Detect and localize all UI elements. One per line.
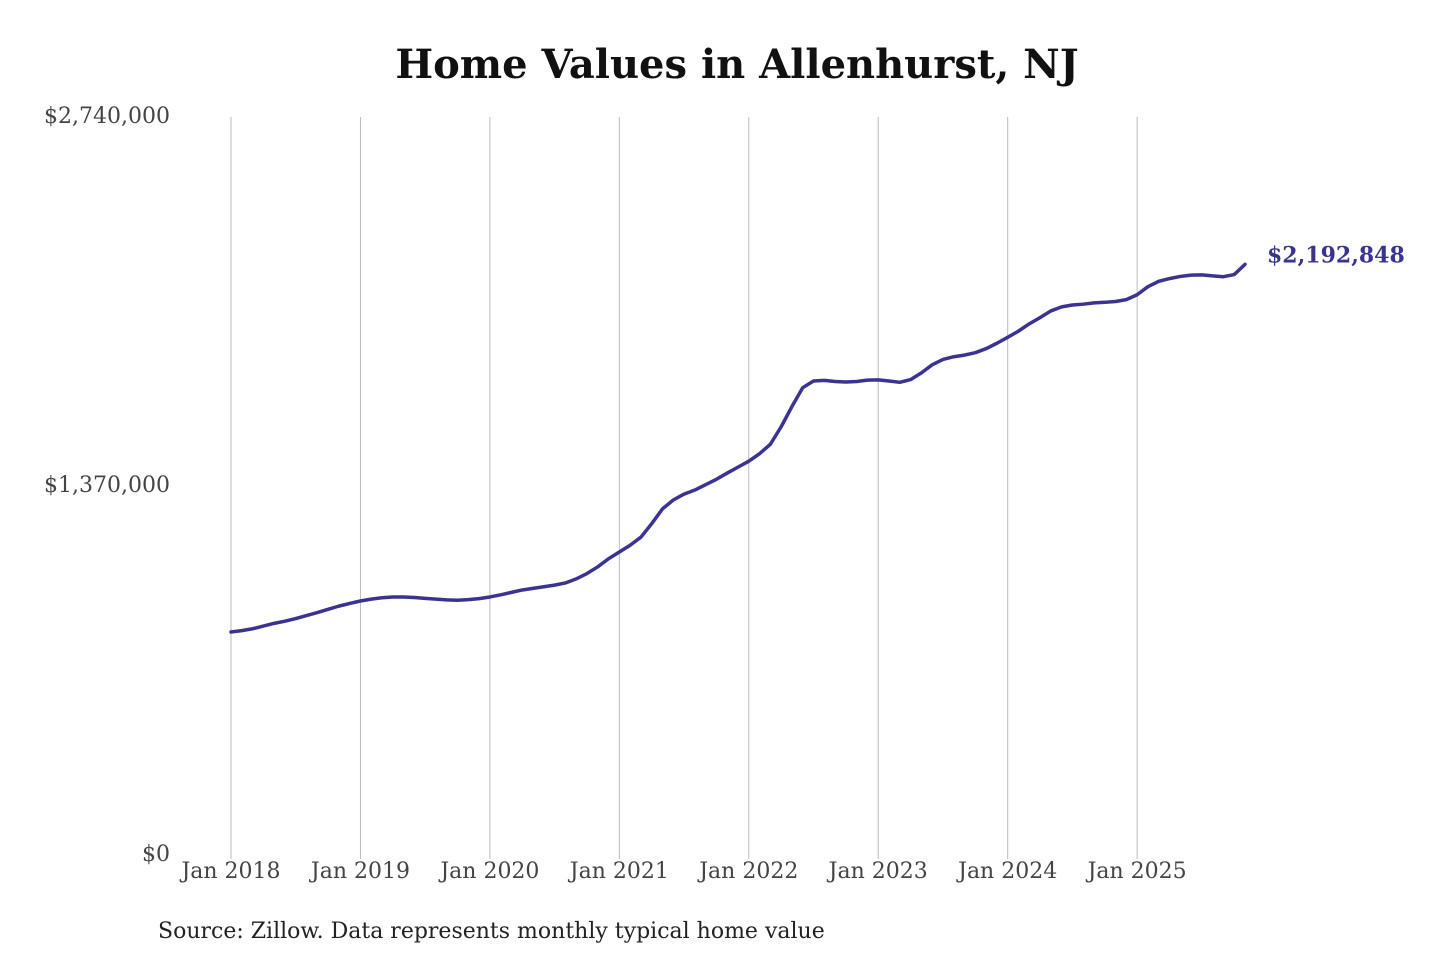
x-tick-label: Jan 2021 [568,859,669,884]
x-tick-label: Jan 2022 [697,859,798,884]
end-value-label: $2,192,848 [1267,242,1405,268]
y-tick-label: $2,740,000 [44,104,170,129]
y-tick-label: $1,370,000 [44,473,170,498]
line [229,262,1247,634]
x-tick-label: Jan 2025 [1086,859,1187,884]
x-tick-label: Jan 2020 [438,859,539,884]
chart-title: Home Values in Allenhurst, NJ [395,41,1078,88]
x-tick-label: Jan 2023 [827,859,928,884]
x-tick-label: Jan 2018 [179,859,280,884]
x-tick-label: Jan 2019 [309,859,410,884]
x-tick-label: Jan 2024 [956,859,1057,884]
y-tick-label: $0 [142,842,170,867]
source-note: Source: Zillow. Data represents monthly … [158,919,825,944]
